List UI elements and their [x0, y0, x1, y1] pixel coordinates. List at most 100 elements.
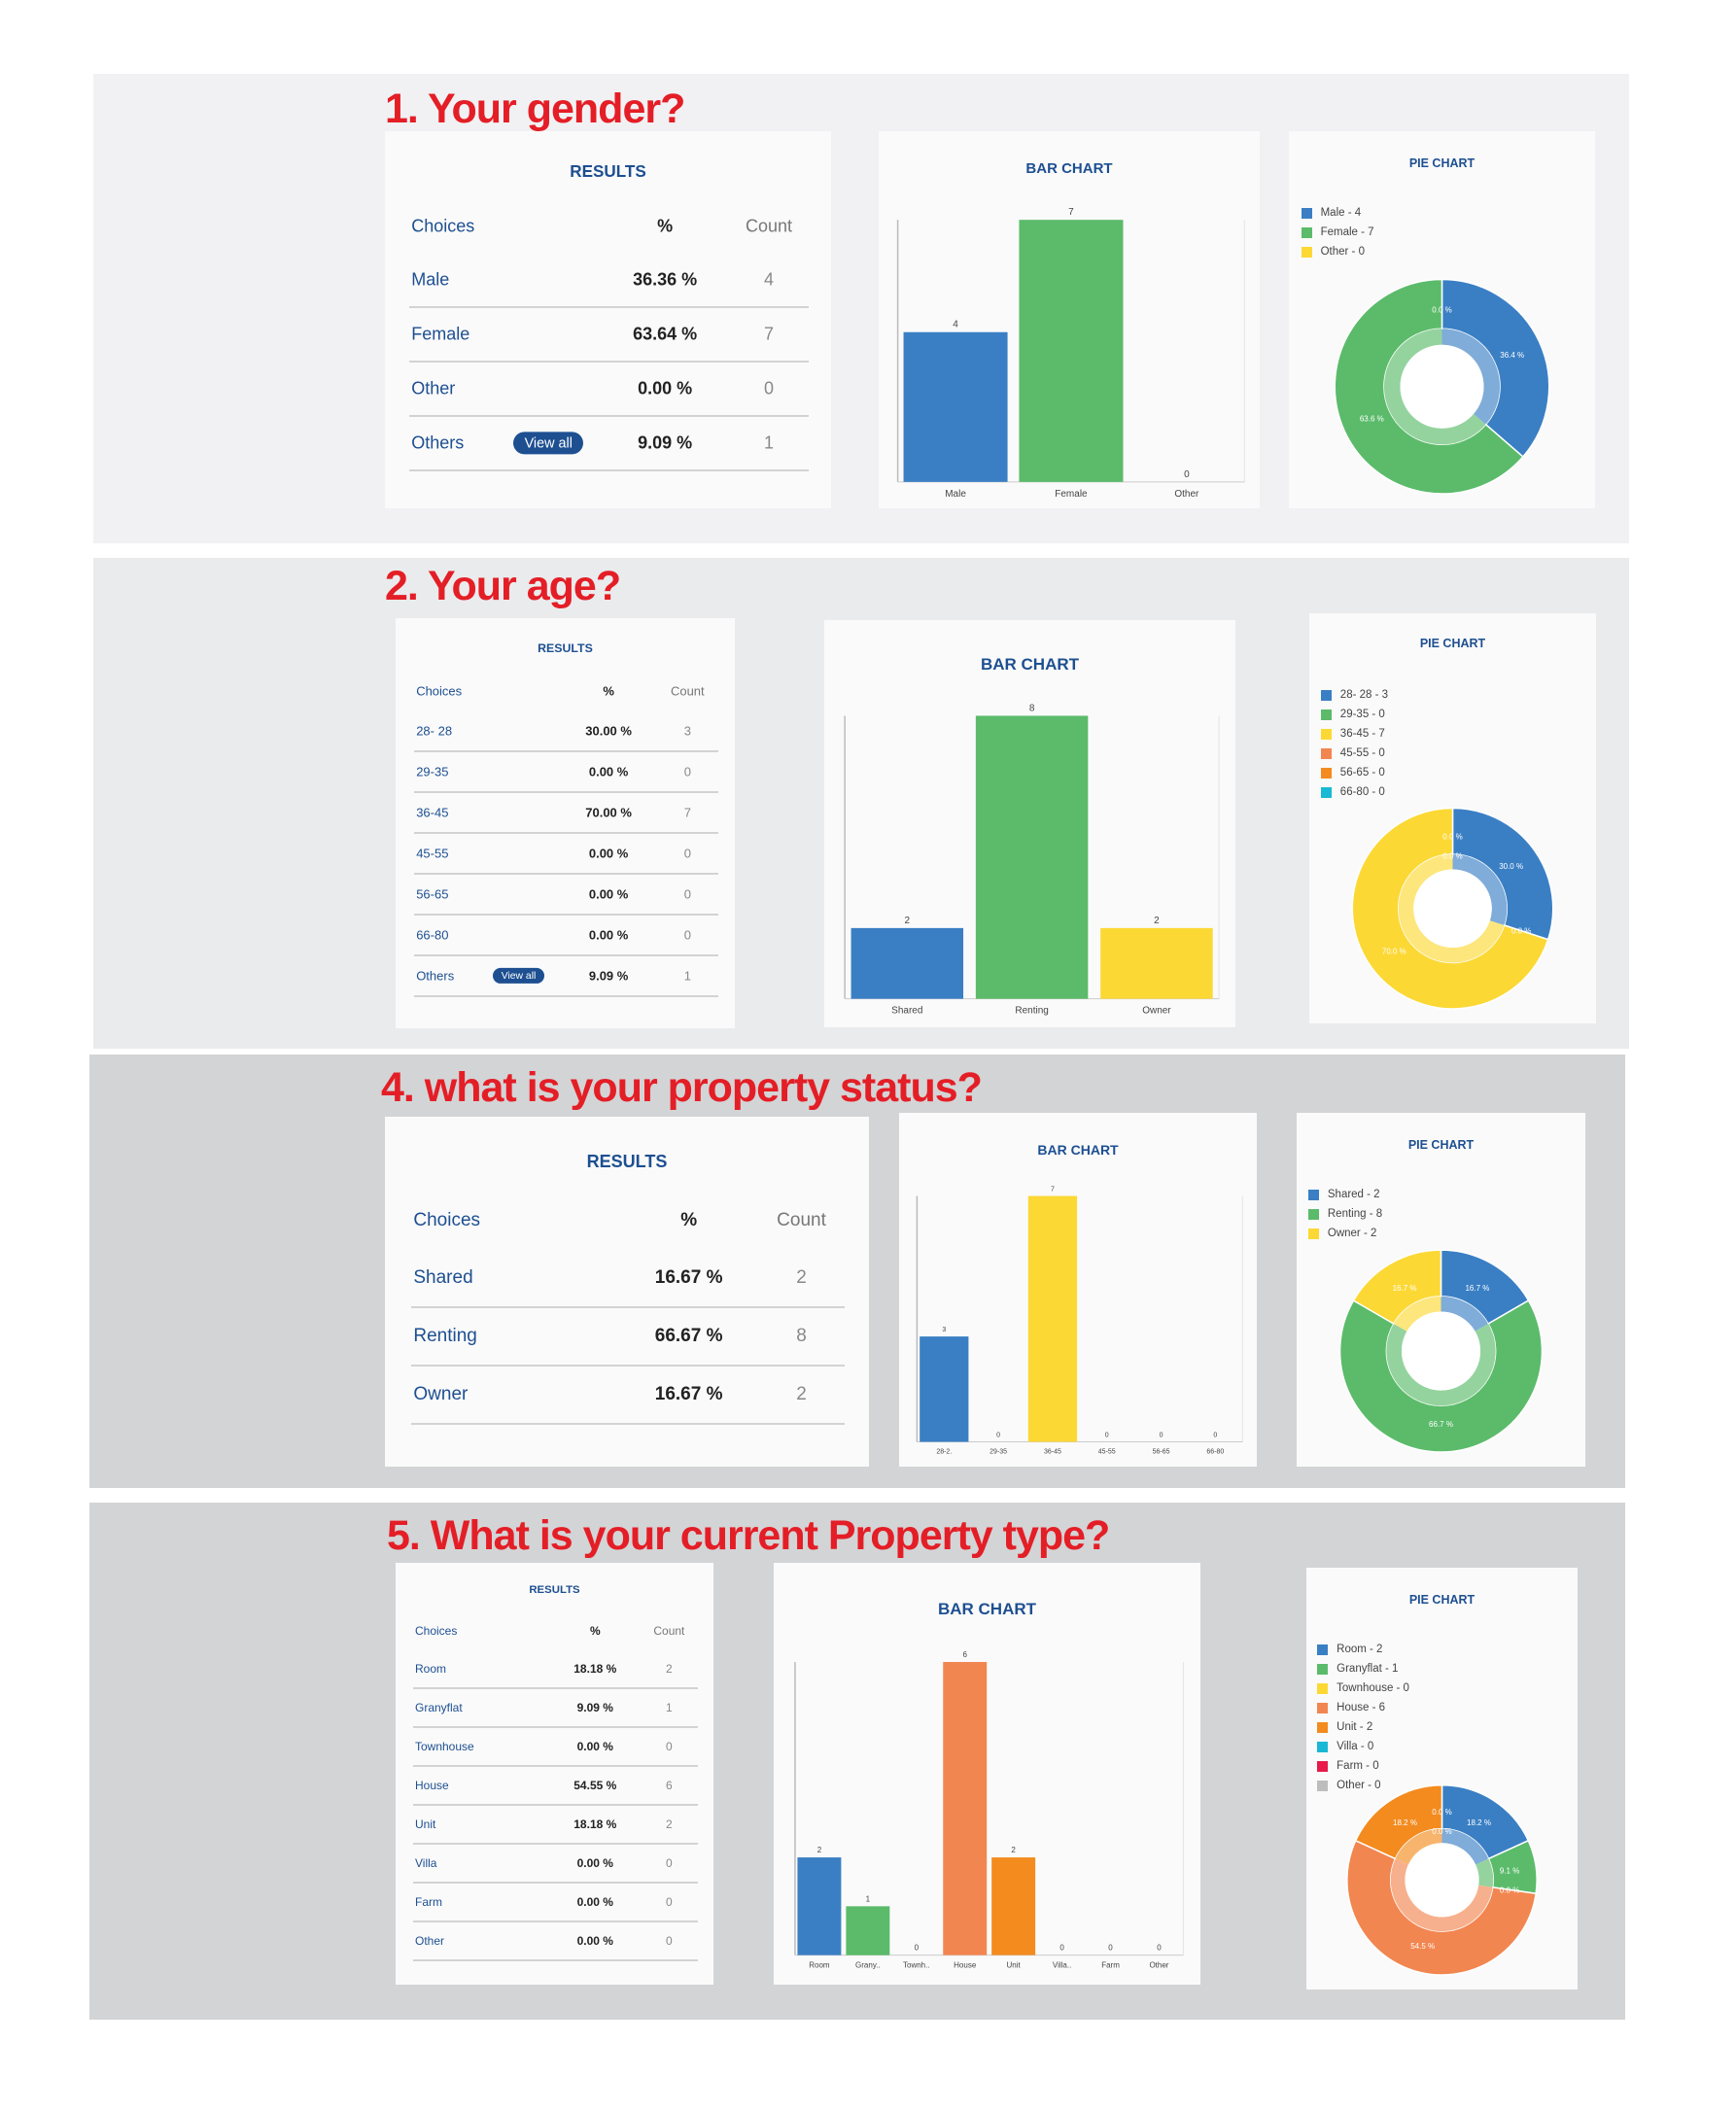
legend-item[interactable]: Townhouse - 0	[1317, 1678, 1409, 1698]
bar-value-label: 0	[915, 1944, 920, 1953]
choice-percent: 30.00 %	[585, 723, 632, 739]
legend-label: Villa - 0	[1337, 1741, 1374, 1752]
legend-item[interactable]: 45-55 - 0	[1320, 744, 1388, 763]
legend-item[interactable]: Other - 0	[1301, 242, 1374, 261]
legend-item[interactable]: 36-45 - 7	[1320, 724, 1388, 744]
table-row: Townhouse 0.00 % 0	[412, 1728, 698, 1767]
legend-item[interactable]: Owner - 2	[1307, 1224, 1382, 1243]
legend-item[interactable]: Male - 4	[1301, 203, 1374, 223]
choice-count: 0	[683, 886, 691, 902]
legend-swatch	[1317, 1721, 1329, 1733]
bar-value-label: 2	[817, 1846, 822, 1854]
donut-chart-svg: 16.7 % 66.7 % 16.7 %	[1338, 1249, 1544, 1453]
pie-legend: Male - 4 Female - 7 Other - 0	[1301, 203, 1374, 261]
choice-count: 1	[763, 433, 774, 453]
choice-percent: 0.00 %	[588, 886, 629, 902]
bar[interactable]	[797, 1857, 842, 1955]
legend-item[interactable]: House - 6	[1317, 1698, 1409, 1717]
bar[interactable]	[991, 1857, 1036, 1955]
bar-value-label: 3	[942, 1327, 946, 1333]
legend-label: 66-80 - 0	[1339, 786, 1385, 798]
legend-label: Townhouse - 0	[1337, 1682, 1409, 1694]
legend-item[interactable]: Farm - 0	[1317, 1756, 1409, 1776]
bar-chart-card: BAR CHART 2 Shared 8 Renting 2 Owner	[824, 620, 1235, 1027]
choice-label: 45-55	[416, 846, 449, 861]
legend-item[interactable]: Granyflat - 1	[1317, 1659, 1409, 1678]
choice-label: Villa	[414, 1856, 437, 1870]
legend-label: 28- 28 - 3	[1339, 689, 1389, 701]
header-percent: %	[603, 683, 614, 699]
donut-inner-slice	[1393, 1296, 1441, 1332]
legend-swatch	[1320, 689, 1332, 701]
legend-item[interactable]: 28- 28 - 3	[1320, 685, 1389, 705]
bar[interactable]	[846, 1906, 890, 1955]
header-percent: %	[589, 1624, 601, 1638]
table-row: Other 0.00 % 0	[409, 363, 810, 417]
view-all-button[interactable]: View all	[493, 967, 544, 985]
legend-item[interactable]: Female - 7	[1301, 223, 1374, 242]
x-tick-label: Shared	[891, 1006, 922, 1017]
donut-inner-slice	[1395, 1828, 1442, 1865]
slice-percent-label: 36.4 %	[1500, 351, 1524, 360]
slice-percent-label: 18.2 %	[1393, 1818, 1417, 1827]
legend-item[interactable]: 29-35 - 0	[1320, 705, 1388, 724]
table-row: Villa 0.00 % 0	[412, 1845, 698, 1884]
legend-item[interactable]: Room - 2	[1317, 1640, 1409, 1659]
donut-slice[interactable]	[1338, 1299, 1544, 1453]
choice-label: Other	[411, 378, 456, 398]
x-tick-label: Grany..	[855, 1961, 881, 1970]
legend-item[interactable]: 56-65 - 0	[1320, 763, 1388, 782]
donut-hole	[1401, 1311, 1481, 1391]
choice-label: 66-80	[416, 927, 449, 943]
bar[interactable]	[1100, 927, 1213, 999]
choice-count: 0	[683, 764, 691, 779]
legend-item[interactable]: 66-80 - 0	[1320, 782, 1388, 802]
choice-count: 2	[666, 1662, 673, 1676]
legend-label: 36-45 - 7	[1339, 728, 1385, 740]
choice-count: 6	[666, 1779, 673, 1792]
choice-percent: 36.36 %	[633, 269, 698, 290]
table-row: 28- 28 30.00 % 3	[414, 711, 718, 752]
choice-percent: 16.67 %	[654, 1267, 723, 1288]
bar-chart-svg: 2 Shared 8 Renting 2 Owner	[844, 703, 1220, 1017]
bar[interactable]	[1027, 1195, 1078, 1442]
donut-inner-slice	[1452, 853, 1508, 925]
table-row: House 54.55 % 6	[412, 1767, 698, 1806]
x-tick-label: House	[954, 1961, 977, 1970]
table-row: Room 18.18 % 2	[412, 1650, 698, 1689]
results-card: RESULTS Choices% Count Male 36.36 % 4 Female 63…	[385, 131, 831, 508]
slice-percent-label: 18.2 %	[1467, 1818, 1491, 1827]
table-row: Farm 0.00 % 0	[412, 1884, 698, 1922]
bar[interactable]	[903, 331, 1008, 482]
header-choices: Choices	[416, 683, 463, 699]
pie-chart-card: PIE CHART Male - 4 Female - 7 Other - 0 36.4…	[1289, 131, 1595, 508]
bar[interactable]	[851, 927, 964, 999]
legend-item[interactable]: Other - 0	[1317, 1776, 1409, 1795]
bar[interactable]	[975, 715, 1089, 999]
choice-percent: 9.09 %	[638, 433, 693, 453]
legend-label: 29-35 - 0	[1339, 709, 1385, 720]
results-table: Choices% Count Shared 16.67 % 2 Renting 66.67 …	[411, 1192, 846, 1425]
legend-item[interactable]: Unit - 2	[1317, 1717, 1409, 1737]
choice-count: 0	[666, 1740, 673, 1753]
bar[interactable]	[943, 1661, 988, 1955]
bar[interactable]	[1019, 220, 1124, 482]
choice-label: Granyflat	[414, 1701, 463, 1714]
bar-value-label: 8	[1029, 703, 1035, 713]
results-title: RESULTS	[586, 1152, 668, 1171]
choice-count: 0	[666, 1934, 673, 1948]
legend-item[interactable]: Renting - 8	[1307, 1204, 1382, 1224]
slice-percent-label: 9.1 %	[1500, 1866, 1519, 1875]
bar[interactable]	[920, 1336, 969, 1442]
table-row: Renting 66.67 % 8	[411, 1308, 846, 1367]
bar-chart-title: BAR CHART	[937, 1600, 1037, 1618]
view-all-button[interactable]: View all	[513, 432, 584, 455]
choice-percent: 18.18 %	[573, 1662, 617, 1676]
legend-item[interactable]: Villa - 0	[1317, 1737, 1409, 1756]
legend-swatch	[1317, 1741, 1329, 1752]
x-tick-label: Villa..	[1053, 1961, 1071, 1970]
pie-chart-title: PIE CHART	[1419, 637, 1486, 650]
legend-item[interactable]: Shared - 2	[1307, 1185, 1382, 1204]
pie-legend: 28- 28 - 3 29-35 - 0 36-45 - 7 45-55 - 0 56-…	[1320, 685, 1389, 802]
bar-value-label: 0	[1059, 1944, 1064, 1953]
